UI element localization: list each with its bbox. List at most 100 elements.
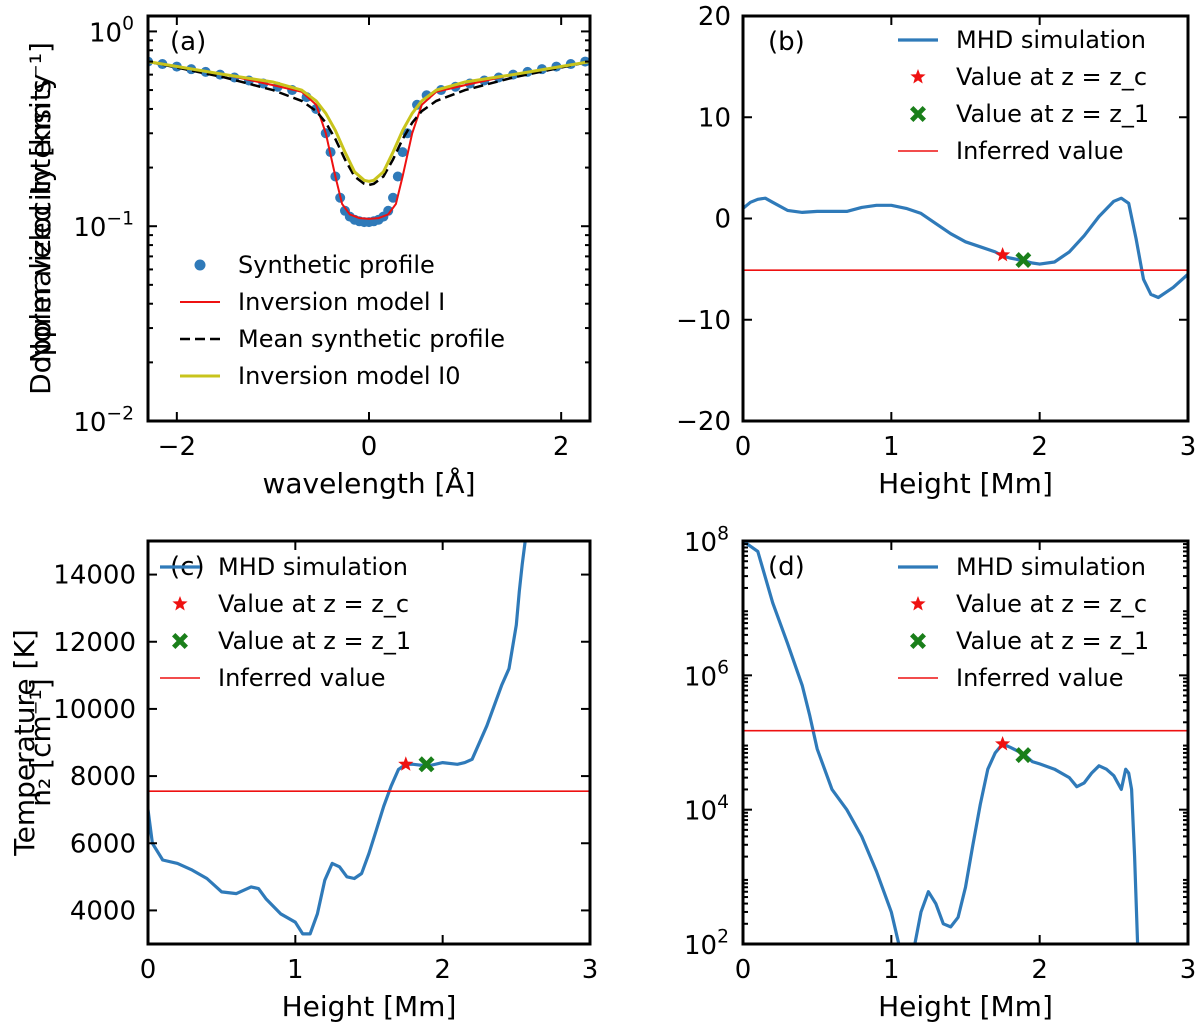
legend-label: Inferred value bbox=[956, 137, 1123, 165]
panel-label: (b) bbox=[768, 27, 805, 57]
y-tick-label: 102 bbox=[684, 926, 729, 961]
synthetic-profile-point bbox=[388, 192, 399, 203]
legend-label: Value at z = z_1 bbox=[218, 627, 411, 655]
x-tick-label: 2 bbox=[434, 955, 451, 985]
legend-star-icon bbox=[172, 596, 188, 611]
zc-star-marker bbox=[995, 736, 1011, 751]
legend: MHD simulation Value at z = z_c Value at z… bbox=[898, 26, 1149, 165]
x-tick-label: 3 bbox=[1180, 432, 1197, 462]
x-tick-label: 0 bbox=[735, 432, 752, 462]
axes-frame bbox=[146, 539, 592, 946]
legend-label: Value at z = z_c bbox=[956, 63, 1147, 91]
x-tick-label: 2 bbox=[553, 432, 570, 462]
zc-star-marker bbox=[995, 247, 1011, 262]
x-tick-label: 0 bbox=[361, 432, 378, 462]
y-tick-label: 10−1 bbox=[73, 209, 134, 244]
inversion-model-line bbox=[148, 60, 590, 220]
y-tick-label: −10 bbox=[676, 306, 731, 336]
y-tick-label: −20 bbox=[676, 407, 731, 437]
z1-x-marker bbox=[418, 756, 435, 773]
y-tick-label: 6000 bbox=[70, 829, 136, 859]
x-tick-label: 0 bbox=[735, 955, 752, 985]
synthetic-profile-point bbox=[397, 147, 408, 158]
legend-label: Inferred value bbox=[218, 664, 385, 692]
legend: Synthetic profile Inversion model I Mean s… bbox=[180, 251, 505, 390]
legend-label: Mean synthetic profile bbox=[238, 325, 505, 353]
x-tick-label: −2 bbox=[158, 432, 196, 462]
y-axis-label: n₂ [cm⁻¹] bbox=[24, 678, 57, 806]
y-tick-label: 8000 bbox=[70, 762, 136, 792]
x-tick-label: 1 bbox=[883, 955, 900, 985]
x-tick-label: 3 bbox=[582, 955, 599, 985]
y-axis-label: Normalized Intensity bbox=[24, 74, 57, 364]
inversion-model-I0-line bbox=[148, 60, 590, 183]
legend-label: Value at z = z_c bbox=[956, 590, 1147, 618]
plot-area-d bbox=[743, 541, 1188, 944]
x-axis-label: Height [Mm] bbox=[878, 467, 1053, 500]
legend-label: Inversion model I bbox=[238, 288, 445, 316]
x-axis-label: wavelength [Å] bbox=[262, 466, 475, 500]
axes-frame bbox=[146, 14, 592, 423]
legend-star-icon bbox=[910, 596, 926, 611]
zc-star-marker bbox=[398, 756, 414, 771]
legend-x-icon bbox=[172, 633, 188, 649]
y-tick-label: 14000 bbox=[53, 561, 136, 591]
synthetic-profile-point bbox=[392, 171, 403, 182]
legend-label: MHD simulation bbox=[218, 553, 408, 581]
x-tick-label: 1 bbox=[287, 955, 304, 985]
y-tick-label: 100 bbox=[89, 14, 134, 49]
x-axis-label: Height [Mm] bbox=[282, 990, 457, 1023]
y-tick-label: 10000 bbox=[53, 695, 136, 725]
mhd-simulation-line bbox=[743, 196, 1188, 300]
y-tick-label: 4000 bbox=[70, 896, 136, 926]
z1-x-marker bbox=[1015, 747, 1032, 764]
legend-dot-icon bbox=[194, 259, 206, 271]
x-tick-label: 3 bbox=[1180, 955, 1197, 985]
x-axis-label: Height [Mm] bbox=[878, 990, 1053, 1023]
legend-star-icon bbox=[910, 69, 926, 84]
legend-label: Synthetic profile bbox=[238, 251, 435, 279]
panel-a: −2 0 2 10−2 10−1 100 (a) wavelength [Å] Normaliz… bbox=[24, 14, 592, 500]
legend-label: Value at z = z_1 bbox=[956, 100, 1149, 128]
y-tick-label: 104 bbox=[684, 792, 729, 827]
y-tick-label: 0 bbox=[714, 205, 731, 235]
mhd-simulation-line bbox=[743, 541, 901, 944]
x-tick-label: 2 bbox=[1031, 955, 1048, 985]
y-tick-label: 20 bbox=[698, 2, 731, 32]
legend-label: Inferred value bbox=[956, 664, 1123, 692]
legend-label: MHD simulation bbox=[956, 26, 1146, 54]
legend-label: Value at z = z_c bbox=[218, 590, 409, 618]
y-axis-label: Temperature [K] bbox=[8, 629, 41, 856]
plot-area-c bbox=[148, 541, 590, 936]
mhd-simulation-line bbox=[913, 742, 1140, 944]
z1-x-marker bbox=[1015, 252, 1032, 268]
legend: MHD simulation Value at z = z_c Value at z… bbox=[160, 553, 411, 692]
mhd-simulation-line bbox=[148, 541, 527, 936]
x-tick-label: 2 bbox=[1031, 432, 1048, 462]
legend-label: MHD simulation bbox=[956, 553, 1146, 581]
y-tick-label: 10 bbox=[698, 103, 731, 133]
plot-area-a bbox=[148, 56, 590, 228]
x-tick-label: 0 bbox=[140, 955, 157, 985]
y-tick-label: 108 bbox=[684, 523, 729, 558]
axes-frame bbox=[741, 539, 1190, 946]
plot-area-b bbox=[743, 196, 1188, 300]
synthetic-profile-point bbox=[383, 205, 394, 216]
axes-frame bbox=[741, 14, 1190, 423]
y-tick-label: 10−2 bbox=[73, 403, 134, 438]
y-tick-label: 12000 bbox=[53, 628, 136, 658]
y-axis-label: Doppler velocity [km s⁻¹] bbox=[24, 42, 57, 395]
x-tick-label: 1 bbox=[883, 432, 900, 462]
legend-x-icon bbox=[910, 633, 926, 649]
legend: MHD simulation Value at z = z_c Value at z… bbox=[898, 553, 1149, 692]
legend-x-icon bbox=[910, 106, 926, 122]
y-tick-label: 106 bbox=[684, 658, 729, 693]
legend-label: Inversion model I0 bbox=[238, 362, 461, 390]
panel-label: (d) bbox=[768, 552, 805, 582]
panel-label: (a) bbox=[170, 27, 206, 57]
mean-profile-line bbox=[148, 60, 590, 187]
